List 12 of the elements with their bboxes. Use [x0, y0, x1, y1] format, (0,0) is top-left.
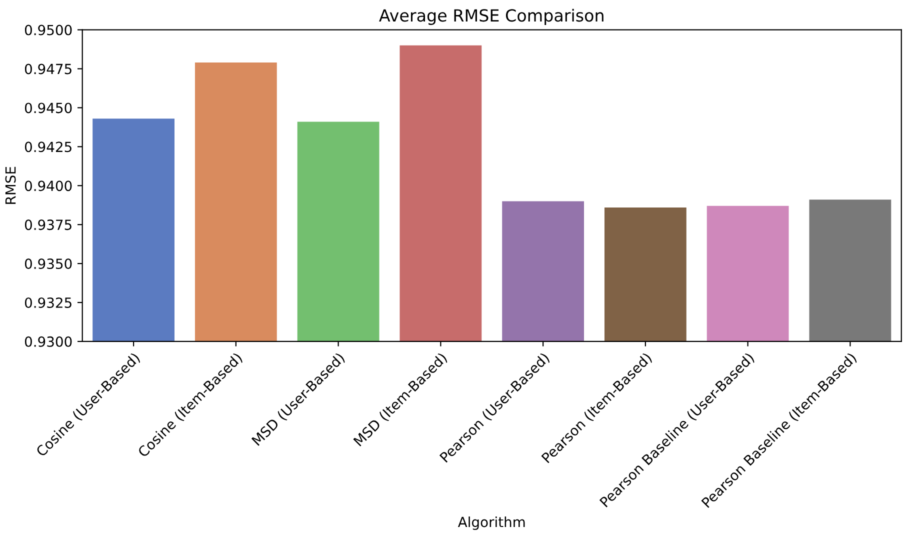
y-tick-label: 0.9375	[24, 220, 72, 230]
y-tick-label: 0.9450	[24, 102, 72, 114]
y-tick-label: 0.9400	[24, 180, 72, 192]
y-tick-label: 0.9425	[24, 142, 72, 152]
y-tick-label: 0.9350	[24, 258, 72, 270]
y-tick-label: 0.9500	[24, 24, 72, 36]
y-tick-label: 0.9325	[24, 297, 72, 308]
x-axis-title: Algorithm	[458, 516, 525, 530]
y-axis-title: RMSE	[5, 166, 16, 204]
y-tick-label: 0.9300	[24, 336, 72, 347]
chart-title: Average RMSE Comparison	[379, 8, 604, 25]
y-tick-label: 0.9475	[24, 64, 72, 74]
